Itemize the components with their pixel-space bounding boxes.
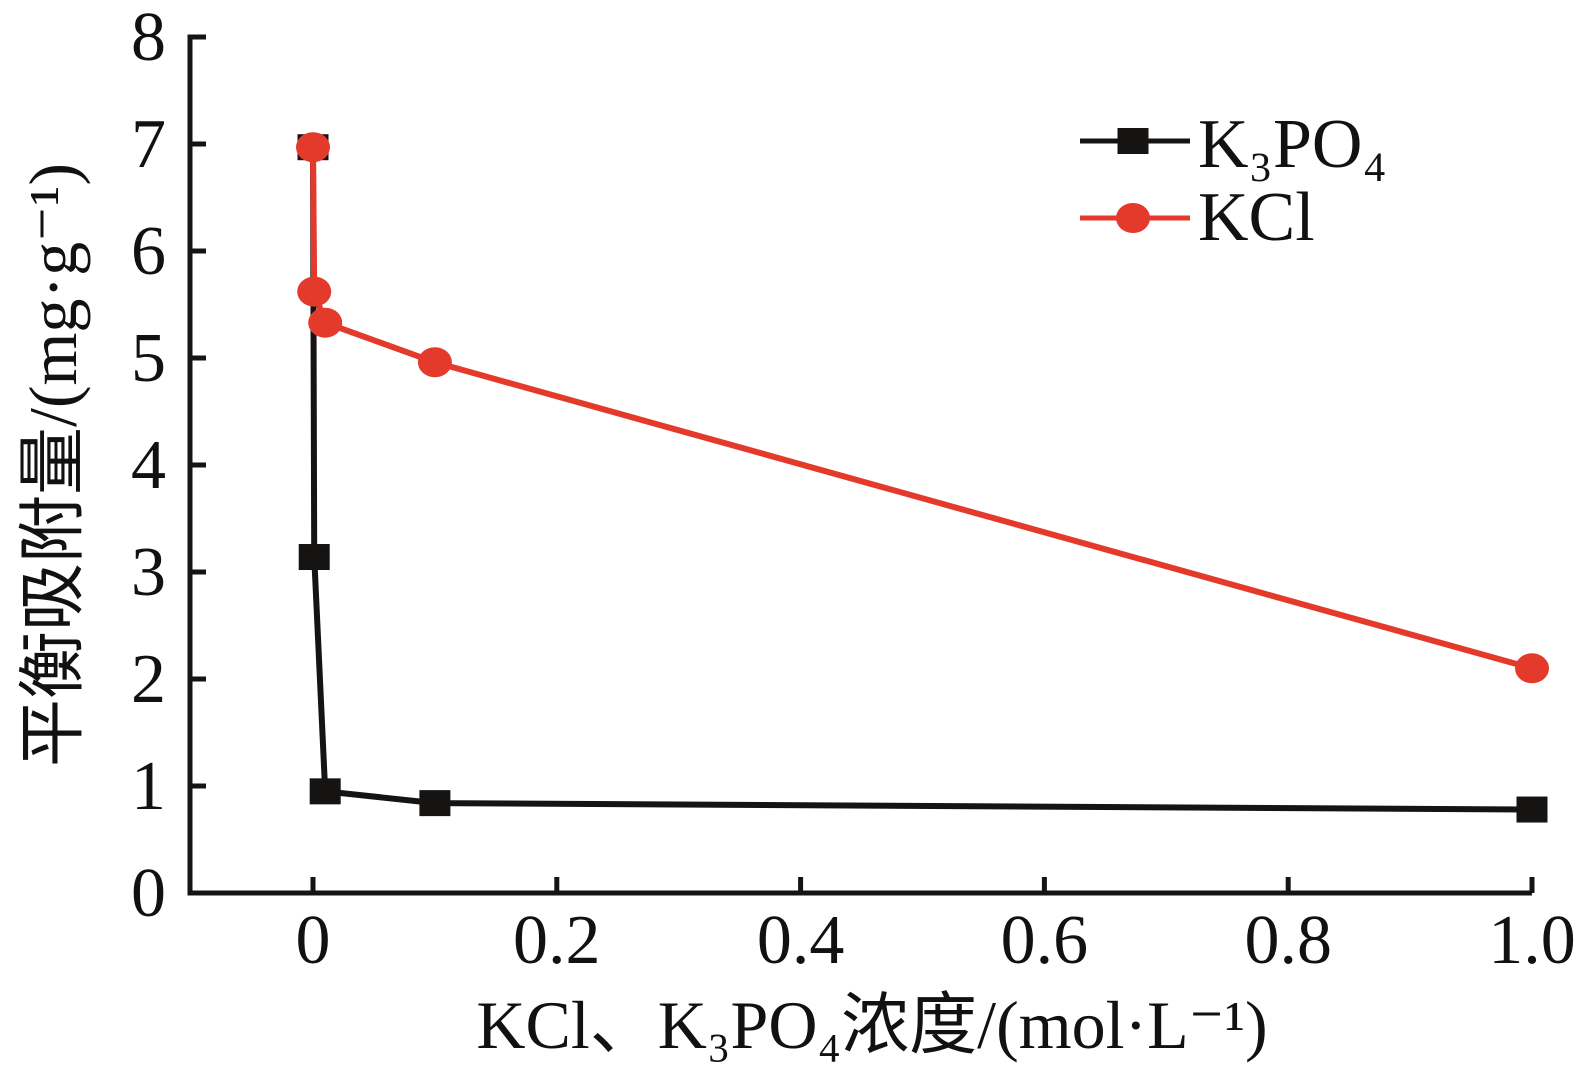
series-layer <box>296 132 1549 823</box>
axis-layer: 0 0.2 0.4 0.6 0.8 1.0 0 1 2 3 4 5 6 7 8 <box>131 0 1576 979</box>
x-tick-label: 0 <box>296 902 331 979</box>
data-point-circle <box>308 307 343 338</box>
x-tick-label: 0.8 <box>1244 902 1332 979</box>
y-tick-label: 1 <box>131 748 166 825</box>
axis-spines <box>187 34 1532 896</box>
x-axis-label: KCl、K₃PO₄浓度/(mol·L⁻¹) <box>476 987 1267 1063</box>
data-point-square <box>298 544 330 571</box>
y-tick-label: 7 <box>131 106 166 183</box>
legend-square-marker-icon <box>1117 128 1149 154</box>
x-tick-label: 0.2 <box>513 902 601 979</box>
series-line-KCl <box>310 147 1533 672</box>
x-tick-label: 0.6 <box>1001 902 1089 979</box>
legend-label-k3po4: K₃PO₄ <box>1198 106 1387 183</box>
series-line-K₃PO₄ <box>310 147 1533 813</box>
y-tick-label: 6 <box>131 213 166 290</box>
legend-label-kcl: KCl <box>1198 179 1315 256</box>
legend-circle-marker-icon <box>1116 203 1150 233</box>
y-tick-label: 5 <box>131 320 166 397</box>
x-tick-label: 0.4 <box>757 902 845 979</box>
y-tick-label: 8 <box>131 0 166 76</box>
x-tick-label: 1.0 <box>1488 902 1576 979</box>
data-point-square <box>309 778 341 805</box>
data-point-circle <box>296 132 330 163</box>
data-point-circle <box>297 276 332 307</box>
y-tick-label: 0 <box>131 855 166 932</box>
legend: K₃PO₄ KCl <box>1080 106 1387 256</box>
y-tick-label: 3 <box>131 534 166 611</box>
data-point-circle <box>417 347 452 378</box>
data-point-square <box>419 790 451 817</box>
data-point-square <box>1516 796 1548 823</box>
y-tick-label: 4 <box>131 427 166 504</box>
data-point-circle <box>1515 653 1549 684</box>
y-axis-label: 平衡吸附量/(mg·g⁻¹) <box>15 163 91 767</box>
y-tick-label: 2 <box>131 641 166 718</box>
